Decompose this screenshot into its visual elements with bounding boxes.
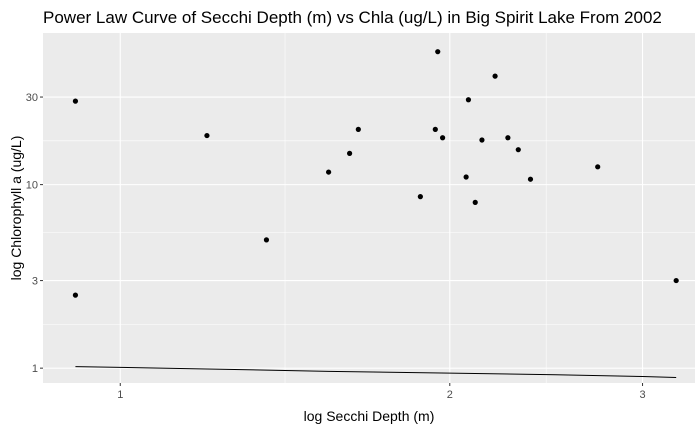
data-point [595, 164, 601, 170]
y-tick-label: 10 [26, 180, 38, 192]
data-point [263, 237, 270, 243]
data-point [505, 135, 511, 141]
data-point [465, 97, 472, 103]
y-tick-label: 3 [32, 276, 38, 288]
x-axis: 1 2 3 [117, 383, 646, 401]
data-point [673, 277, 679, 284]
data-point [417, 194, 423, 200]
y-axis: 1 3 10 30 [26, 92, 43, 375]
x-tick-label: 1 [117, 389, 123, 401]
x-axis-title: log Secchi Depth (m) [304, 408, 435, 424]
data-points [72, 49, 679, 298]
data-point [355, 126, 361, 132]
data-point [479, 137, 485, 143]
data-point [435, 49, 441, 55]
grid-lines [43, 33, 695, 383]
fit-line [75, 366, 677, 378]
plot-panel [43, 33, 695, 383]
fit-line-group [75, 366, 677, 378]
data-point [204, 132, 210, 139]
data-point [463, 174, 469, 180]
data-point [527, 176, 534, 182]
data-point [492, 73, 498, 79]
x-tick-label: 2 [447, 389, 453, 401]
y-tick-label: 1 [32, 363, 38, 375]
data-point [515, 147, 521, 153]
x-tick-label: 3 [639, 389, 645, 401]
data-point [347, 150, 353, 156]
data-point [326, 169, 332, 175]
data-point [472, 199, 478, 205]
data-point [439, 135, 446, 141]
y-axis-title: log Chlorophyll a (ug/L) [8, 136, 24, 281]
chart-title: Power Law Curve of Secchi Depth (m) vs C… [43, 8, 662, 27]
data-point [432, 126, 438, 132]
y-tick-label: 30 [26, 92, 38, 104]
data-point [72, 292, 79, 298]
data-point [72, 98, 79, 104]
